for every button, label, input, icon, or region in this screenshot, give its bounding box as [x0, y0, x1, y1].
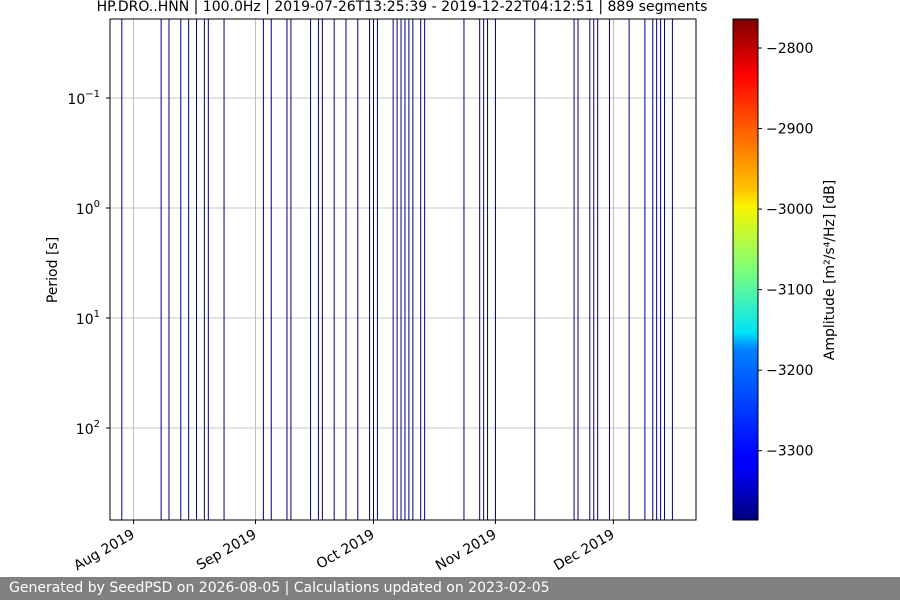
y-tick-label-2: 101 — [76, 309, 100, 328]
plot-area — [110, 19, 696, 520]
data-segments — [121, 19, 673, 520]
chart-title: HP.DRO..HNN | 100.0Hz | 2019-07-26T13:25… — [97, 0, 708, 15]
plot-frame — [109, 18, 697, 521]
x-axis: Aug 2019 Sep 2019 Oct 2019 Nov 2019 Dec 2019 — [71, 520, 617, 574]
x-tick-label-0: Aug 2019 — [71, 527, 137, 575]
colorbar-tick-label-3: −3100 — [766, 283, 813, 299]
y-tick-label-1: 100 — [76, 199, 100, 218]
colorbar — [732, 18, 759, 521]
psd-figure: HP.DRO..HNN | 100.0Hz | 2019-07-26T13:25… — [45, 0, 838, 574]
colorbar-tick-label-2: −3000 — [766, 202, 813, 218]
colorbar-axis: −2800 −2900 −3000 −3100 −3200 −3300 — [758, 41, 813, 460]
y-axis: 10−1 100 101 102 — [67, 89, 110, 438]
x-tick-label-4: Dec 2019 — [551, 527, 617, 574]
colorbar-tick-label-5: −3300 — [766, 444, 813, 460]
y-tick-label-3: 102 — [76, 419, 100, 438]
colorbar-tick-label-0: −2800 — [766, 41, 813, 57]
footer-bar: Generated by SeedPSD on 2026-08-05 | Cal… — [0, 577, 900, 600]
x-tick-label-1: Sep 2019 — [194, 527, 260, 574]
y-tick-label-0: 10−1 — [67, 89, 100, 108]
colorbar-label: Amplitude [m²/s⁴/Hz] [dB] — [822, 180, 838, 360]
x-tick-label-3: Nov 2019 — [433, 527, 499, 575]
y-axis-label: Period [s] — [45, 237, 61, 303]
colorbar-tick-label-4: −3200 — [766, 363, 813, 379]
x-tick-label-2: Oct 2019 — [314, 527, 378, 573]
colorbar-tick-label-1: −2900 — [766, 122, 813, 138]
